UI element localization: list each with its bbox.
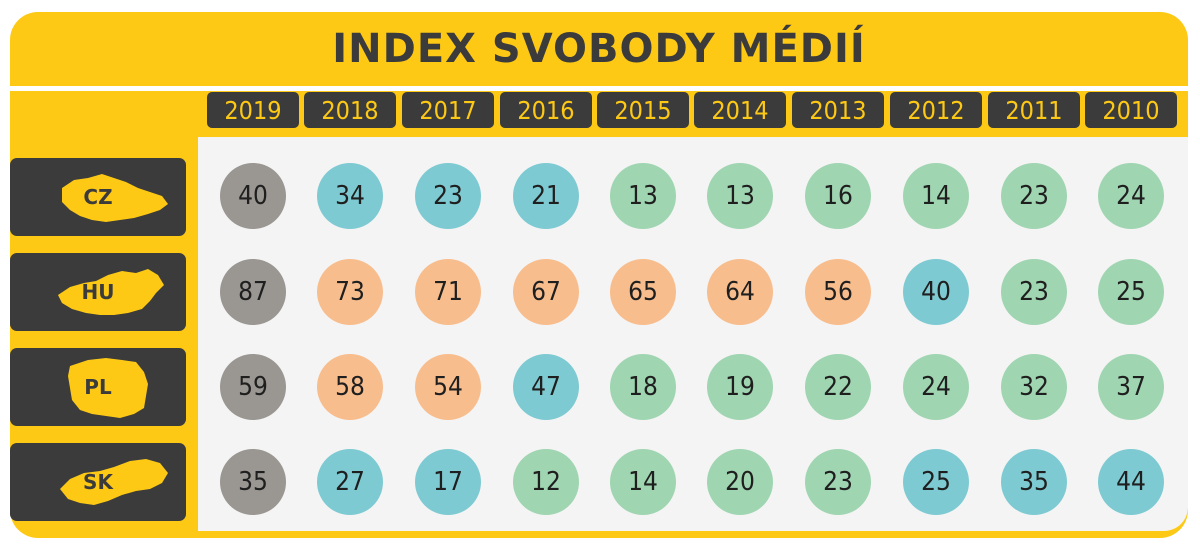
index-value-hu-2012: 40 bbox=[903, 259, 969, 325]
country-badge-pl: PL bbox=[10, 348, 186, 426]
index-value-sk-2010: 44 bbox=[1098, 449, 1164, 515]
country-badge-hu: HU bbox=[10, 253, 186, 331]
index-value-pl-2017: 54 bbox=[415, 354, 481, 420]
index-value-hu-2010: 25 bbox=[1098, 259, 1164, 325]
country-badge-sk: SK bbox=[10, 443, 186, 521]
index-value-sk-2019: 35 bbox=[220, 449, 286, 515]
year-header-2014: 2014 bbox=[694, 92, 786, 128]
year-header-2010: 2010 bbox=[1085, 92, 1177, 128]
index-value-cz-2016: 21 bbox=[513, 163, 579, 229]
index-value-pl-2010: 37 bbox=[1098, 354, 1164, 420]
index-value-sk-2014: 20 bbox=[707, 449, 773, 515]
index-value-hu-2011: 23 bbox=[1001, 259, 1067, 325]
index-value-cz-2014: 13 bbox=[707, 163, 773, 229]
index-value-pl-2019: 59 bbox=[220, 354, 286, 420]
index-value-pl-2016: 47 bbox=[513, 354, 579, 420]
index-value-pl-2012: 24 bbox=[903, 354, 969, 420]
index-value-hu-2017: 71 bbox=[415, 259, 481, 325]
country-code: PL bbox=[84, 375, 112, 399]
header-divider bbox=[10, 86, 1188, 91]
index-value-cz-2019: 40 bbox=[220, 163, 286, 229]
year-header-2012: 2012 bbox=[890, 92, 982, 128]
index-value-sk-2013: 23 bbox=[805, 449, 871, 515]
index-value-sk-2015: 14 bbox=[610, 449, 676, 515]
hungary-map-icon bbox=[58, 269, 164, 315]
index-value-cz-2010: 24 bbox=[1098, 163, 1164, 229]
slovakia-map-icon bbox=[60, 459, 168, 505]
index-value-cz-2017: 23 bbox=[415, 163, 481, 229]
index-value-sk-2016: 12 bbox=[513, 449, 579, 515]
year-header-2015: 2015 bbox=[597, 92, 689, 128]
index-value-pl-2011: 32 bbox=[1001, 354, 1067, 420]
year-header-2011: 2011 bbox=[988, 92, 1080, 128]
country-code: HU bbox=[81, 280, 115, 304]
index-value-cz-2015: 13 bbox=[610, 163, 676, 229]
year-header-2013: 2013 bbox=[792, 92, 884, 128]
year-header-2019: 2019 bbox=[207, 92, 299, 128]
index-value-pl-2014: 19 bbox=[707, 354, 773, 420]
index-value-pl-2015: 18 bbox=[610, 354, 676, 420]
index-value-sk-2011: 35 bbox=[1001, 449, 1067, 515]
index-value-hu-2019: 87 bbox=[220, 259, 286, 325]
index-value-sk-2017: 17 bbox=[415, 449, 481, 515]
country-code: CZ bbox=[83, 185, 113, 209]
index-value-cz-2013: 16 bbox=[805, 163, 871, 229]
index-value-cz-2018: 34 bbox=[317, 163, 383, 229]
index-value-sk-2012: 25 bbox=[903, 449, 969, 515]
country-badge-cz: CZ bbox=[10, 158, 186, 236]
year-header-2016: 2016 bbox=[500, 92, 592, 128]
czech-republic-map-icon bbox=[62, 174, 168, 222]
index-value-cz-2012: 14 bbox=[903, 163, 969, 229]
page-title: INDEX SVOBODY MÉDIÍ bbox=[332, 26, 866, 72]
index-value-pl-2018: 58 bbox=[317, 354, 383, 420]
year-header-2017: 2017 bbox=[402, 92, 494, 128]
poland-map-icon bbox=[68, 358, 148, 418]
country-code: SK bbox=[83, 470, 113, 494]
index-value-pl-2013: 22 bbox=[805, 354, 871, 420]
header: INDEX SVOBODY MÉDIÍ bbox=[10, 12, 1188, 86]
index-value-hu-2018: 73 bbox=[317, 259, 383, 325]
index-value-cz-2011: 23 bbox=[1001, 163, 1067, 229]
index-value-hu-2015: 65 bbox=[610, 259, 676, 325]
year-header-2018: 2018 bbox=[304, 92, 396, 128]
index-value-hu-2013: 56 bbox=[805, 259, 871, 325]
index-value-hu-2014: 64 bbox=[707, 259, 773, 325]
index-value-hu-2016: 67 bbox=[513, 259, 579, 325]
index-value-sk-2018: 27 bbox=[317, 449, 383, 515]
